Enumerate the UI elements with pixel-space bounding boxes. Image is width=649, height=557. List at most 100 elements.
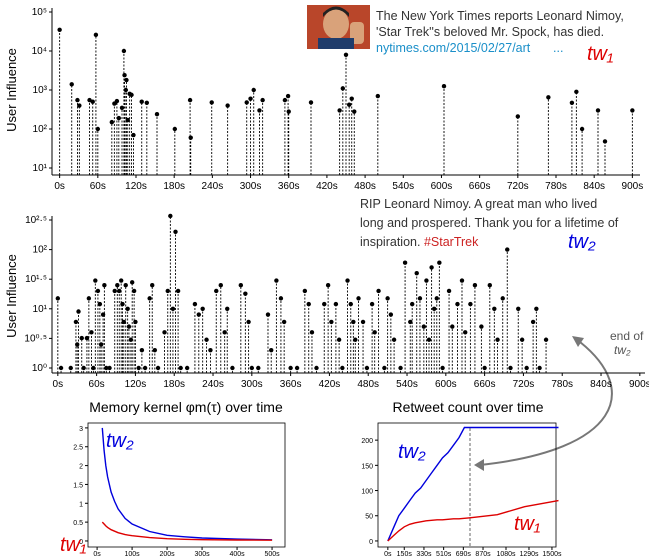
x-tick-label: 500s xyxy=(264,551,280,557)
x-tick-label: 600s xyxy=(431,181,453,192)
stem-dot xyxy=(95,288,101,294)
stem-dot xyxy=(325,283,331,288)
x-tick-label: 240s xyxy=(202,181,224,192)
stem-dot xyxy=(455,301,460,307)
series-label: tw₂ xyxy=(398,441,426,463)
stem-dot xyxy=(147,296,152,301)
stem-dot xyxy=(391,337,397,342)
x-tick-label: 420s xyxy=(319,379,341,390)
x-tick-label: 360s xyxy=(280,379,302,390)
x-tick-label: 300s xyxy=(240,181,262,192)
stem-dot xyxy=(150,283,155,288)
stem-dot xyxy=(208,347,213,353)
x-tick-label: 900s xyxy=(622,181,644,192)
stem-dot xyxy=(222,330,227,335)
stem-dot xyxy=(112,288,117,294)
stem-dot xyxy=(133,319,138,325)
tweet-line: RIP Leonard Nimoy. A great man who lived xyxy=(360,197,597,211)
stem-dot xyxy=(98,342,104,347)
x-tick-label: 840s xyxy=(590,379,612,390)
stem-dot xyxy=(238,283,244,288)
stem-dot xyxy=(274,278,279,283)
y-tick-label: 10³ xyxy=(33,85,48,96)
stem-dot xyxy=(57,27,62,32)
x-tick-label: 60s xyxy=(90,181,106,192)
x-tick-label: 300s xyxy=(194,551,210,557)
stem-dot xyxy=(382,365,387,371)
stem-dot xyxy=(595,108,601,113)
stem-dot xyxy=(516,306,521,311)
x-tick-label: 720s xyxy=(513,379,535,390)
stem-dot xyxy=(364,365,370,371)
stem-dot xyxy=(116,115,122,121)
stem-dot xyxy=(340,86,346,91)
y-tick-label: 10⁰ xyxy=(32,363,47,374)
tweet-label: tw₁ xyxy=(587,43,613,65)
x-tick-label: 1080s xyxy=(496,551,516,557)
x-tick-label: 60s xyxy=(89,379,105,390)
stem-dot xyxy=(278,296,284,301)
stem-dot xyxy=(468,301,473,307)
x-tick-label: 120s xyxy=(125,181,147,192)
stem-dot xyxy=(175,288,181,294)
series-line xyxy=(387,499,559,542)
stem-dot xyxy=(343,52,349,57)
stem-dot xyxy=(353,337,358,342)
x-tick-label: 100s xyxy=(124,551,140,557)
stem-dot xyxy=(75,97,80,103)
stem-dot xyxy=(574,89,579,94)
stem-dot xyxy=(200,306,205,311)
stem-dot xyxy=(630,108,635,113)
stem-dot xyxy=(336,337,342,342)
stem-dot xyxy=(579,126,585,132)
stem-dot xyxy=(286,109,291,114)
y-tick-label: 50 xyxy=(365,514,373,521)
x-tick-label: 150s xyxy=(397,551,413,557)
series-label: tw₂ xyxy=(106,430,134,452)
y-tick-label: 1 xyxy=(79,501,83,508)
stem-dot xyxy=(308,100,314,105)
stem-dot xyxy=(248,96,253,101)
stem-dot xyxy=(243,291,248,296)
stem-dot xyxy=(155,365,161,371)
tweet-label: tw₂ xyxy=(568,231,596,253)
stem-dot xyxy=(144,100,150,105)
tweet-line: The New York Times reports Leonard Nimoy… xyxy=(376,9,624,23)
tweet-line: long and prospered. Thank you for a life… xyxy=(360,216,619,230)
stem-dot xyxy=(86,296,92,301)
x-tick-label: 120s xyxy=(125,379,147,390)
stem-dot xyxy=(178,365,183,371)
y-axis-label: User Influence xyxy=(4,254,19,338)
stem-dot xyxy=(346,102,352,107)
stem-dot xyxy=(162,330,167,335)
x-tick-label: 360s xyxy=(278,181,300,192)
plot-frame xyxy=(377,422,557,548)
stem-dot xyxy=(345,278,350,283)
stem-dot xyxy=(409,301,415,307)
stem-dot xyxy=(265,312,271,317)
stem-dot xyxy=(351,319,356,325)
stem-dot xyxy=(495,337,500,342)
series-label: tw₁ xyxy=(514,513,540,535)
stem-dot xyxy=(385,296,390,301)
stem-dot xyxy=(424,278,429,283)
stem-dot xyxy=(352,109,357,114)
stem-dot xyxy=(519,337,525,342)
y-tick-label: 1.5 xyxy=(73,482,83,489)
stem-dot xyxy=(534,306,539,311)
stem-dot xyxy=(109,119,115,125)
stem-dot xyxy=(482,365,487,371)
stem-dot xyxy=(188,135,193,140)
y-tick-label: 200 xyxy=(361,438,373,445)
stem-dot xyxy=(408,319,413,325)
stem-dot xyxy=(337,108,342,113)
stem-dot xyxy=(170,306,176,311)
thumbnail-face xyxy=(323,9,349,39)
stem-dot xyxy=(360,319,366,325)
stem-dot xyxy=(122,72,127,78)
stem-dot xyxy=(131,288,137,294)
stem-dot xyxy=(260,97,265,103)
stem-dot xyxy=(107,365,112,371)
x-tick-label: 300s xyxy=(241,379,263,390)
stem-dot xyxy=(73,319,79,325)
